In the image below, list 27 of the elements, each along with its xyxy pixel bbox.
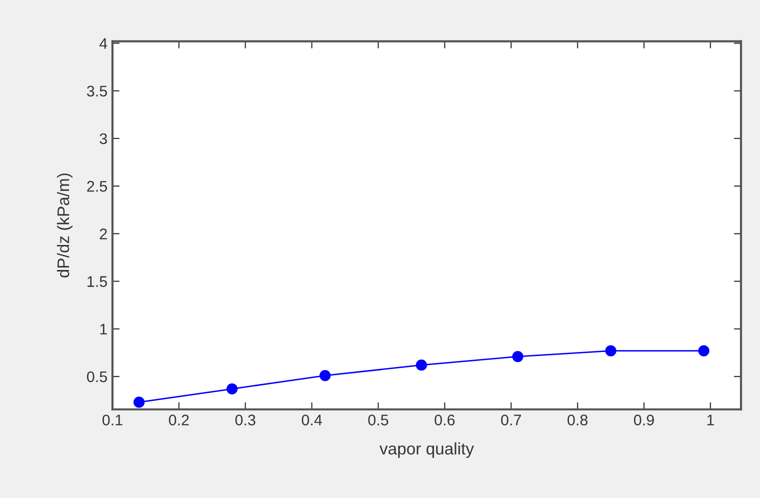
point	[134, 396, 145, 408]
point	[226, 383, 238, 394]
point	[512, 350, 524, 362]
y-tick-label: 3	[100, 133, 107, 144]
x-tick-label: 0.8	[568, 414, 588, 426]
point	[698, 345, 710, 356]
point	[416, 360, 427, 371]
x-tick-label: 0.1	[102, 414, 122, 426]
x-tick-label: 0.6	[434, 414, 455, 426]
x-tick-label: 0.3	[235, 414, 256, 426]
y-tick-label: 2	[100, 228, 107, 240]
x-tick-label: 0.5	[368, 414, 388, 426]
x-tick-label: 0.4	[302, 414, 322, 426]
x-tick-label: 1	[707, 414, 714, 426]
y-tick-label: 1.5	[88, 276, 107, 287]
x-axis-title: vapor quality	[380, 442, 474, 458]
x-tick-label: 0.9	[634, 414, 654, 426]
point	[320, 370, 331, 382]
y-tick-label: 0.5	[86, 371, 107, 382]
y-axis-title: dP/dz (kPa/m)	[56, 174, 72, 278]
y-tick-label: 1	[100, 324, 107, 334]
y-tick-label: 3.5	[86, 86, 107, 97]
x-tick-label: 0.7	[501, 414, 521, 426]
point	[605, 345, 616, 356]
y-tick-label: 2.5	[87, 180, 107, 192]
x-tick-label: 0.2	[168, 414, 189, 426]
y-tick-label: 4	[99, 38, 108, 49]
